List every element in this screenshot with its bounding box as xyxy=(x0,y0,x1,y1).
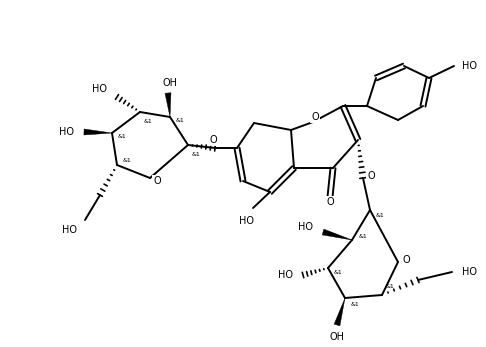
Text: HO: HO xyxy=(462,61,477,71)
Polygon shape xyxy=(334,298,345,326)
Polygon shape xyxy=(322,229,352,240)
Text: O: O xyxy=(311,112,319,122)
Text: &1: &1 xyxy=(175,118,184,122)
Text: HO: HO xyxy=(62,225,77,235)
Polygon shape xyxy=(84,129,112,135)
Text: HO: HO xyxy=(59,127,74,137)
Text: OH: OH xyxy=(330,332,345,342)
Text: &1: &1 xyxy=(359,234,367,238)
Text: O: O xyxy=(326,197,334,207)
Text: O: O xyxy=(402,255,410,265)
Text: HO: HO xyxy=(278,270,293,280)
Text: &1: &1 xyxy=(350,303,359,307)
Text: HO: HO xyxy=(92,84,107,94)
Polygon shape xyxy=(165,93,171,117)
Text: HO: HO xyxy=(298,222,313,232)
Text: HO: HO xyxy=(462,267,477,277)
Text: O: O xyxy=(367,171,375,181)
Text: &1: &1 xyxy=(376,212,384,218)
Text: O: O xyxy=(209,135,217,145)
Text: &1: &1 xyxy=(333,271,342,276)
Text: OH: OH xyxy=(162,78,177,88)
Text: &1: &1 xyxy=(144,118,153,124)
Text: O: O xyxy=(153,176,161,186)
Text: HO: HO xyxy=(239,216,254,226)
Text: &1: &1 xyxy=(122,158,131,162)
Text: &1: &1 xyxy=(385,285,394,289)
Text: &1: &1 xyxy=(118,134,126,138)
Text: &1: &1 xyxy=(191,152,200,156)
